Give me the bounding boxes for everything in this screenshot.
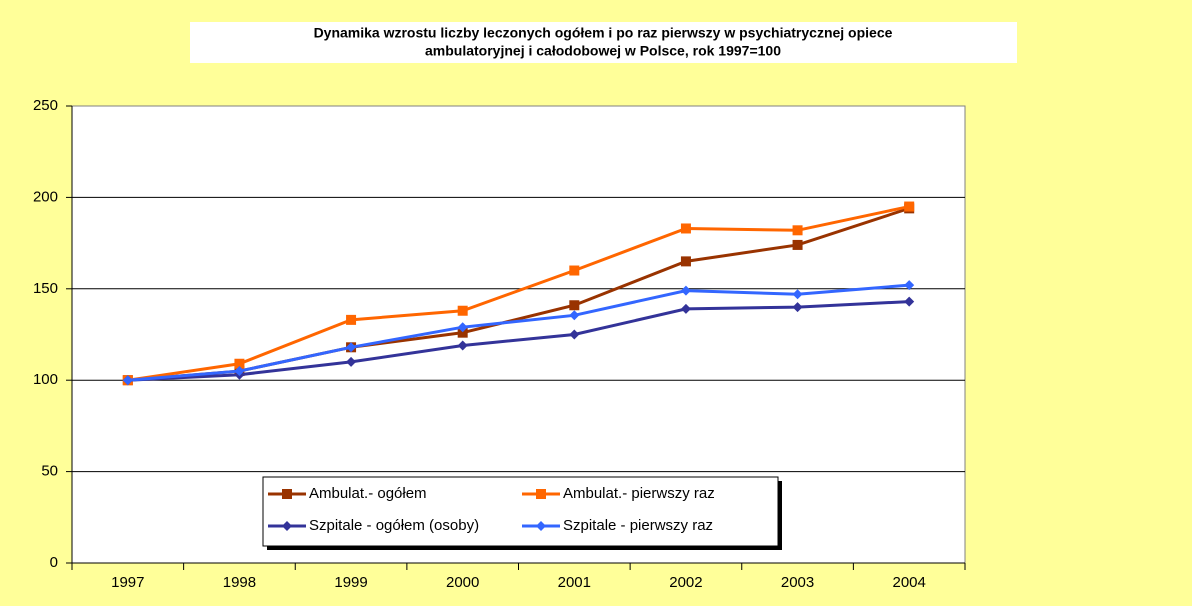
y-tick-label: 50 [41, 463, 58, 480]
chart-title: ambulatoryjnej i całodobowej w Polsce, r… [425, 43, 781, 59]
x-tick-label: 2000 [446, 574, 479, 591]
marker [536, 489, 546, 499]
marker [792, 225, 803, 236]
x-tick-label: 1999 [334, 574, 367, 591]
marker [680, 223, 691, 234]
series-line [127, 300, 910, 382]
marker [792, 302, 803, 313]
marker [569, 329, 580, 340]
legend-label: Szpitale - pierwszy raz [563, 517, 713, 534]
y-tick-label: 0 [50, 554, 58, 571]
marker [904, 296, 915, 307]
x-tick-label: 1997 [111, 574, 144, 591]
marker [680, 303, 691, 314]
x-tick-label: 2001 [558, 574, 591, 591]
x-tick-label: 2004 [893, 574, 926, 591]
marker [569, 310, 580, 321]
marker [792, 289, 803, 300]
legend-label: Ambulat.- ogółem [309, 485, 427, 502]
y-tick-label: 100 [33, 371, 58, 388]
marker [569, 300, 580, 311]
y-tick-label: 250 [33, 97, 58, 114]
y-tick-label: 200 [33, 188, 58, 205]
marker [457, 305, 468, 316]
marker [234, 366, 245, 377]
y-tick-label: 150 [33, 280, 58, 297]
marker [346, 356, 357, 367]
marker [457, 340, 468, 351]
marker [346, 342, 357, 353]
marker [680, 256, 691, 267]
marker [282, 521, 292, 531]
marker [282, 489, 292, 499]
marker [569, 265, 580, 276]
marker [904, 280, 915, 291]
marker [680, 285, 691, 296]
series-line [127, 283, 910, 382]
chart-title: Dynamika wzrostu liczby leczonych ogółem… [314, 25, 893, 41]
x-tick-label: 2003 [781, 574, 814, 591]
x-tick-label: 1998 [223, 574, 256, 591]
marker [536, 521, 546, 531]
marker [457, 322, 468, 333]
marker [122, 375, 133, 386]
legend [262, 476, 779, 547]
title-box [190, 22, 1017, 63]
marker [457, 327, 468, 338]
marker [904, 201, 915, 212]
marker [792, 239, 803, 250]
legend-label: Szpitale - ogółem (osoby) [309, 517, 479, 534]
x-tick-label: 2002 [669, 574, 702, 591]
marker [346, 314, 357, 325]
series-line [127, 205, 910, 382]
marker [234, 358, 245, 369]
legend-label: Ambulat.- pierwszy raz [563, 485, 715, 502]
